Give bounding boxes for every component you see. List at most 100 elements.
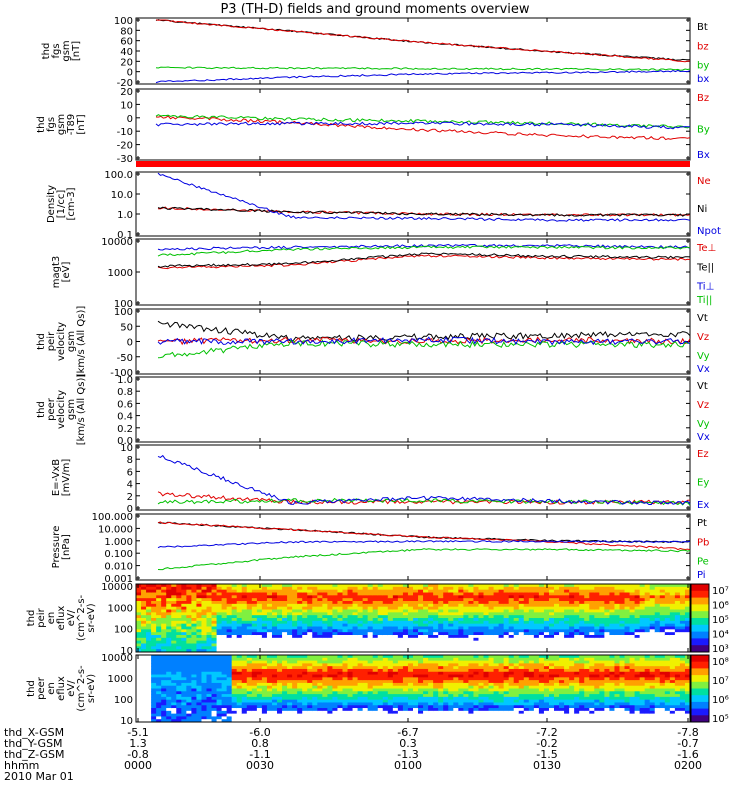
heatmap-cell (508, 691, 515, 695)
heatmap-cell (604, 603, 610, 608)
legend-entry: Bt (697, 22, 708, 33)
heatmap-cell (433, 618, 439, 622)
heatmap-cell (463, 705, 469, 709)
heatmap-cell (246, 699, 253, 703)
heatmap-cell (407, 677, 414, 681)
heatmap-cell (196, 635, 202, 639)
heatmap-cell (372, 708, 379, 712)
heatmap-cell (146, 609, 152, 613)
legend-entry: Ey (697, 478, 709, 489)
heatmap-cell (206, 702, 213, 706)
heatmap-cell (196, 620, 202, 625)
heatmap-cell (407, 660, 414, 664)
heatmap-cell (543, 626, 550, 630)
heatmap-cell (382, 618, 389, 622)
heatmap-cell (669, 626, 676, 630)
heatmap-cell (533, 691, 540, 695)
heatmap-cell (191, 666, 197, 670)
heatmap-cell (211, 685, 218, 689)
heatmap-cell (629, 618, 636, 622)
heatmap-cell (428, 666, 434, 670)
heatmap-cell (538, 688, 545, 692)
heatmap-cell (151, 626, 157, 630)
heatmap-cell (528, 682, 535, 687)
heatmap-cell (418, 702, 424, 706)
heatmap-cell (503, 663, 510, 667)
heatmap-cell (538, 646, 545, 650)
heatmap-cell (407, 635, 414, 639)
heatmap-cell (357, 586, 364, 591)
heatmap-cell (493, 646, 500, 650)
heatmap-cell (221, 595, 228, 599)
heatmap-cell (176, 685, 182, 689)
heatmap-cell (261, 685, 268, 689)
heatmap-cell (236, 705, 243, 709)
heatmap-cell (684, 603, 691, 608)
heatmap-cell (277, 680, 283, 684)
heatmap-cell (413, 705, 419, 709)
heatmap-cell (191, 663, 197, 667)
heatmap-cell (322, 595, 328, 599)
heatmap-cell (231, 589, 238, 593)
heatmap-cell (166, 620, 172, 625)
heatmap-cell (428, 629, 434, 633)
heatmap-cell (639, 620, 646, 625)
heatmap-cell (382, 674, 389, 678)
heatmap-cell (161, 618, 167, 622)
heatmap-cell (322, 719, 328, 723)
heatmap-cell (206, 677, 213, 681)
panel-frame (135, 583, 691, 653)
heatmap-cell (211, 635, 218, 639)
heatmap-cell (226, 710, 233, 715)
heatmap-cell (201, 666, 208, 670)
heatmap-cell (624, 584, 631, 588)
heatmap-cell (151, 705, 157, 709)
heatmap-cell (136, 640, 142, 644)
heatmap-cell (357, 668, 364, 673)
heatmap-cell (236, 696, 243, 701)
heatmap-cell (559, 713, 565, 717)
heatmap-cell (221, 586, 228, 591)
heatmap-cell (458, 595, 464, 599)
heatmap-cell (679, 586, 686, 591)
heatmap-cell (287, 615, 293, 619)
heatmap-cell (418, 694, 424, 698)
heatmap-cell (367, 612, 374, 616)
heatmap-cell (297, 696, 303, 701)
heatmap-cell (402, 682, 409, 687)
heatmap-cell (407, 691, 414, 695)
heatmap-cell (216, 710, 223, 715)
heatmap-cell (493, 620, 500, 625)
heatmap-cell (151, 691, 157, 695)
heatmap-cell (307, 629, 313, 633)
heatmap-cell (367, 660, 374, 664)
ylabel-line: thd (26, 610, 37, 627)
heatmap-cell (533, 598, 540, 602)
heatmap-cell (382, 705, 389, 709)
heatmap-cell (332, 668, 338, 673)
heatmap-cell (337, 623, 343, 627)
heatmap-cell (523, 702, 530, 706)
heatmap-cell (407, 649, 414, 653)
heatmap-cell (387, 685, 394, 689)
heatmap-cell (256, 699, 263, 703)
heatmap-cell (664, 629, 671, 633)
heatmap-cell (599, 603, 605, 608)
heatmap-cell (347, 655, 354, 659)
heatmap-cell (191, 688, 197, 692)
heatmap-cell (423, 699, 429, 703)
heatmap-cell (443, 626, 449, 630)
heatmap-cell (141, 626, 147, 630)
heatmap-cell (337, 696, 343, 701)
ylabel-line: [km/s (All Qs)] (76, 306, 87, 378)
heatmap-cell (609, 612, 615, 616)
heatmap-cell (191, 637, 197, 642)
heatmap-cell (564, 629, 570, 633)
heatmap-cell (271, 680, 278, 684)
heatmap-cell (211, 655, 218, 659)
heatmap-cell (266, 626, 273, 630)
heatmap-cell (141, 623, 147, 627)
heatmap-cell (292, 663, 298, 667)
heatmap-cell (674, 609, 681, 613)
heatmap-cell (554, 696, 560, 701)
